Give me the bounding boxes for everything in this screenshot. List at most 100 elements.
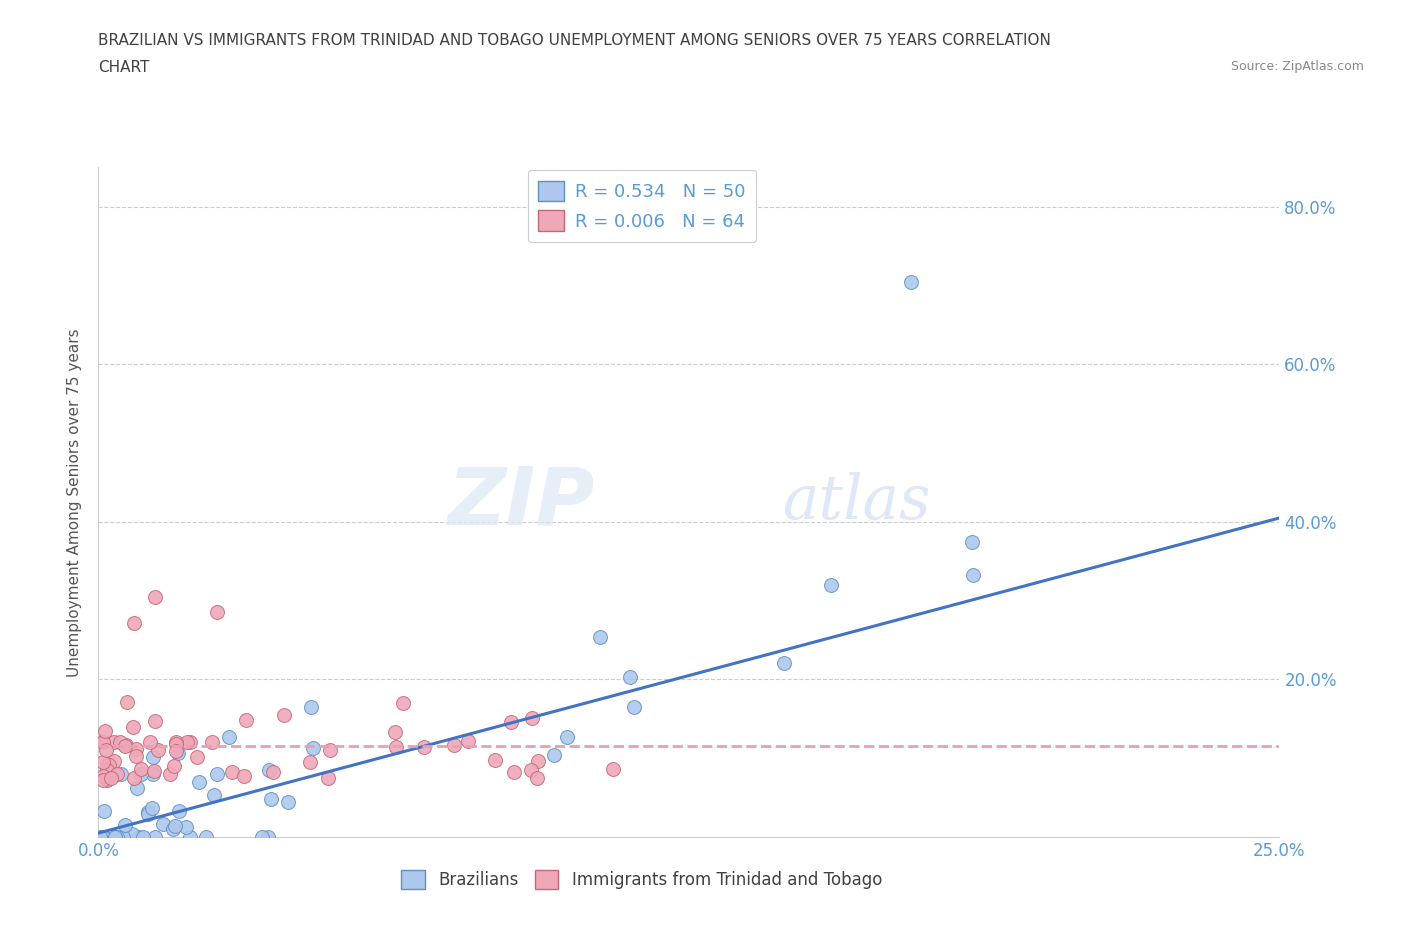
Text: Source: ZipAtlas.com: Source: ZipAtlas.com	[1230, 60, 1364, 73]
Point	[125, 741, 148, 756]
Point	[221, 764, 243, 779]
Point	[91, 773, 114, 788]
Point	[125, 749, 148, 764]
Point	[114, 738, 136, 753]
Point	[302, 740, 325, 755]
Point	[484, 752, 506, 767]
Point	[298, 755, 321, 770]
Text: atlas: atlas	[783, 472, 932, 532]
Point	[162, 822, 184, 837]
Point	[89, 830, 111, 844]
Point	[499, 714, 522, 729]
Point	[97, 757, 120, 772]
Point	[962, 534, 984, 549]
Point	[167, 804, 190, 818]
Point	[122, 616, 145, 631]
Point	[96, 772, 118, 787]
Point	[526, 771, 548, 786]
Point	[502, 764, 524, 779]
Point	[152, 817, 174, 831]
Point	[443, 737, 465, 752]
Point	[132, 830, 155, 844]
Point	[527, 753, 550, 768]
Point	[142, 750, 165, 764]
Point	[257, 830, 280, 844]
Legend: Brazilians, Immigrants from Trinidad and Tobago: Brazilians, Immigrants from Trinidad and…	[395, 863, 889, 896]
Point	[105, 830, 128, 844]
Point	[100, 771, 122, 786]
Point	[384, 739, 406, 754]
Point	[519, 763, 541, 777]
Text: CHART: CHART	[98, 60, 150, 75]
Point	[96, 758, 118, 773]
Point	[91, 735, 114, 750]
Point	[142, 766, 165, 781]
Point	[384, 724, 406, 739]
Point	[201, 735, 224, 750]
Point	[602, 762, 624, 777]
Point	[165, 744, 187, 759]
Point	[136, 806, 159, 821]
Point	[252, 830, 274, 844]
Point	[143, 830, 166, 844]
Point	[773, 655, 796, 670]
Point	[257, 763, 280, 777]
Point	[104, 830, 127, 844]
Point	[543, 748, 565, 763]
Point	[619, 670, 641, 684]
Point	[159, 766, 181, 781]
Point	[91, 755, 114, 770]
Point	[277, 795, 299, 810]
Point	[94, 742, 117, 757]
Point	[176, 735, 198, 750]
Point	[136, 804, 159, 819]
Point	[128, 830, 150, 844]
Point	[108, 735, 131, 750]
Point	[179, 735, 201, 750]
Point	[148, 742, 170, 757]
Point	[121, 720, 143, 735]
Point	[520, 711, 543, 725]
Point	[163, 758, 186, 773]
Point	[93, 830, 115, 844]
Point	[392, 696, 415, 711]
Point	[103, 735, 125, 750]
Point	[110, 766, 132, 781]
Point	[139, 735, 162, 750]
Point	[124, 770, 146, 785]
Point	[273, 708, 295, 723]
Point	[96, 763, 118, 777]
Point	[165, 818, 187, 833]
Point	[588, 630, 610, 644]
Point	[202, 788, 225, 803]
Point	[143, 590, 166, 604]
Y-axis label: Unemployment Among Seniors over 75 years: Unemployment Among Seniors over 75 years	[67, 328, 83, 676]
Point	[623, 699, 645, 714]
Point	[107, 767, 129, 782]
Point	[94, 724, 117, 738]
Point	[299, 699, 322, 714]
Point	[91, 830, 114, 844]
Text: BRAZILIAN VS IMMIGRANTS FROM TRINIDAD AND TOBAGO UNEMPLOYMENT AMONG SENIORS OVER: BRAZILIAN VS IMMIGRANTS FROM TRINIDAD AN…	[98, 33, 1052, 47]
Point	[143, 764, 166, 778]
Point	[129, 762, 152, 777]
Point	[165, 735, 187, 750]
Point	[319, 742, 342, 757]
Point	[232, 769, 254, 784]
Point	[205, 605, 228, 620]
Point	[93, 804, 115, 818]
Point	[316, 770, 339, 785]
Point	[125, 780, 148, 795]
Point	[129, 766, 152, 781]
Point	[91, 735, 114, 750]
Point	[900, 274, 922, 289]
Point	[194, 830, 217, 844]
Point	[187, 775, 209, 790]
Point	[820, 578, 842, 592]
Point	[115, 737, 138, 752]
Text: ZIP: ZIP	[447, 463, 595, 541]
Point	[235, 712, 257, 727]
Point	[205, 766, 228, 781]
Point	[457, 734, 479, 749]
Point	[557, 730, 579, 745]
